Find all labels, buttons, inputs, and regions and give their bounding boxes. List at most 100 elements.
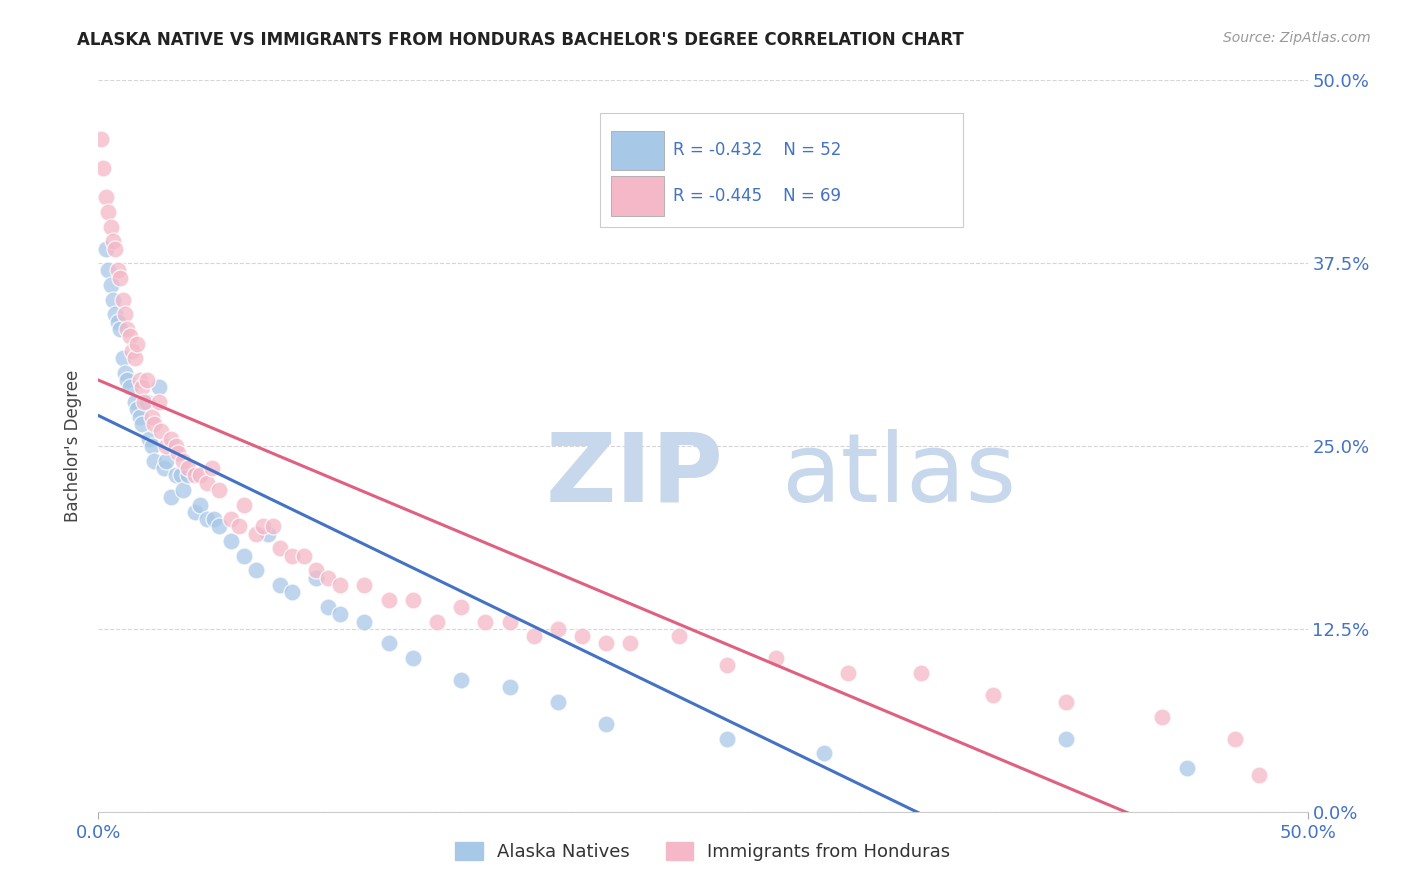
Point xyxy=(148,380,170,394)
Point xyxy=(141,439,163,453)
Point xyxy=(135,395,157,409)
Point xyxy=(498,681,520,695)
Point xyxy=(177,461,200,475)
Point xyxy=(474,615,496,629)
Point xyxy=(269,541,291,556)
Point xyxy=(165,439,187,453)
Point xyxy=(118,329,141,343)
Point xyxy=(228,519,250,533)
Point xyxy=(281,585,304,599)
Point xyxy=(262,519,284,533)
Point xyxy=(124,395,146,409)
Point xyxy=(269,578,291,592)
Point xyxy=(910,665,932,680)
Point xyxy=(316,599,339,614)
Point xyxy=(195,512,218,526)
Text: R = -0.432    N = 52: R = -0.432 N = 52 xyxy=(672,142,841,160)
Point xyxy=(131,380,153,394)
Point xyxy=(426,615,449,629)
Point xyxy=(152,461,174,475)
Point xyxy=(668,629,690,643)
Point xyxy=(121,343,143,358)
FancyBboxPatch shape xyxy=(612,131,664,170)
Point xyxy=(450,599,472,614)
Point xyxy=(232,549,254,563)
Point xyxy=(402,592,425,607)
Point xyxy=(134,395,156,409)
Point xyxy=(188,468,211,483)
Point xyxy=(256,526,278,541)
Point xyxy=(117,373,139,387)
Point xyxy=(100,278,122,293)
Point xyxy=(90,132,112,146)
Point xyxy=(1054,695,1077,709)
Point xyxy=(353,615,375,629)
Point xyxy=(111,293,134,307)
Text: atlas: atlas xyxy=(782,429,1017,522)
Point xyxy=(221,534,243,549)
Point xyxy=(619,636,641,650)
Point xyxy=(101,234,124,248)
Point xyxy=(595,717,617,731)
Point xyxy=(172,483,194,497)
Point xyxy=(1249,768,1271,782)
Point xyxy=(547,622,569,636)
Point xyxy=(547,695,569,709)
Point xyxy=(117,322,139,336)
Y-axis label: Bachelor's Degree: Bachelor's Degree xyxy=(65,370,83,522)
Point xyxy=(108,322,131,336)
Text: ZIP: ZIP xyxy=(546,429,724,522)
Point xyxy=(1054,731,1077,746)
Point xyxy=(402,651,425,665)
Point xyxy=(329,607,352,622)
Point xyxy=(981,688,1004,702)
Point xyxy=(188,498,211,512)
Point xyxy=(148,395,170,409)
Point xyxy=(1175,761,1198,775)
Point xyxy=(195,475,218,490)
Point xyxy=(165,468,187,483)
Point xyxy=(353,578,375,592)
Point xyxy=(141,409,163,424)
Point xyxy=(155,439,177,453)
Point xyxy=(305,563,328,577)
Point xyxy=(131,417,153,431)
Point xyxy=(716,731,738,746)
Point xyxy=(107,315,129,329)
Point xyxy=(97,263,120,277)
Text: ALASKA NATIVE VS IMMIGRANTS FROM HONDURAS BACHELOR'S DEGREE CORRELATION CHART: ALASKA NATIVE VS IMMIGRANTS FROM HONDURA… xyxy=(77,31,965,49)
Point xyxy=(498,615,520,629)
Point xyxy=(523,629,546,643)
Point xyxy=(94,190,117,204)
Point xyxy=(208,519,231,533)
Point xyxy=(127,402,149,417)
Point xyxy=(245,526,267,541)
Point xyxy=(292,549,315,563)
Point xyxy=(716,658,738,673)
Legend: Alaska Natives, Immigrants from Honduras: Alaska Natives, Immigrants from Honduras xyxy=(449,835,957,869)
Point xyxy=(204,512,226,526)
Point xyxy=(101,293,124,307)
FancyBboxPatch shape xyxy=(600,113,963,227)
Point xyxy=(104,242,127,256)
Point xyxy=(329,578,352,592)
Point xyxy=(450,673,472,687)
Point xyxy=(571,629,593,643)
Point xyxy=(118,380,141,394)
Point xyxy=(111,351,134,366)
Point xyxy=(143,417,166,431)
Point xyxy=(177,468,200,483)
Point xyxy=(1223,731,1246,746)
Point xyxy=(252,519,274,533)
Point xyxy=(155,453,177,467)
Point xyxy=(114,366,136,380)
Point xyxy=(221,512,243,526)
Point xyxy=(128,373,150,387)
Point xyxy=(94,242,117,256)
Point xyxy=(232,498,254,512)
Point xyxy=(135,373,157,387)
Text: R = -0.445    N = 69: R = -0.445 N = 69 xyxy=(672,186,841,205)
Point xyxy=(150,425,173,439)
Point xyxy=(281,549,304,563)
Point xyxy=(107,263,129,277)
